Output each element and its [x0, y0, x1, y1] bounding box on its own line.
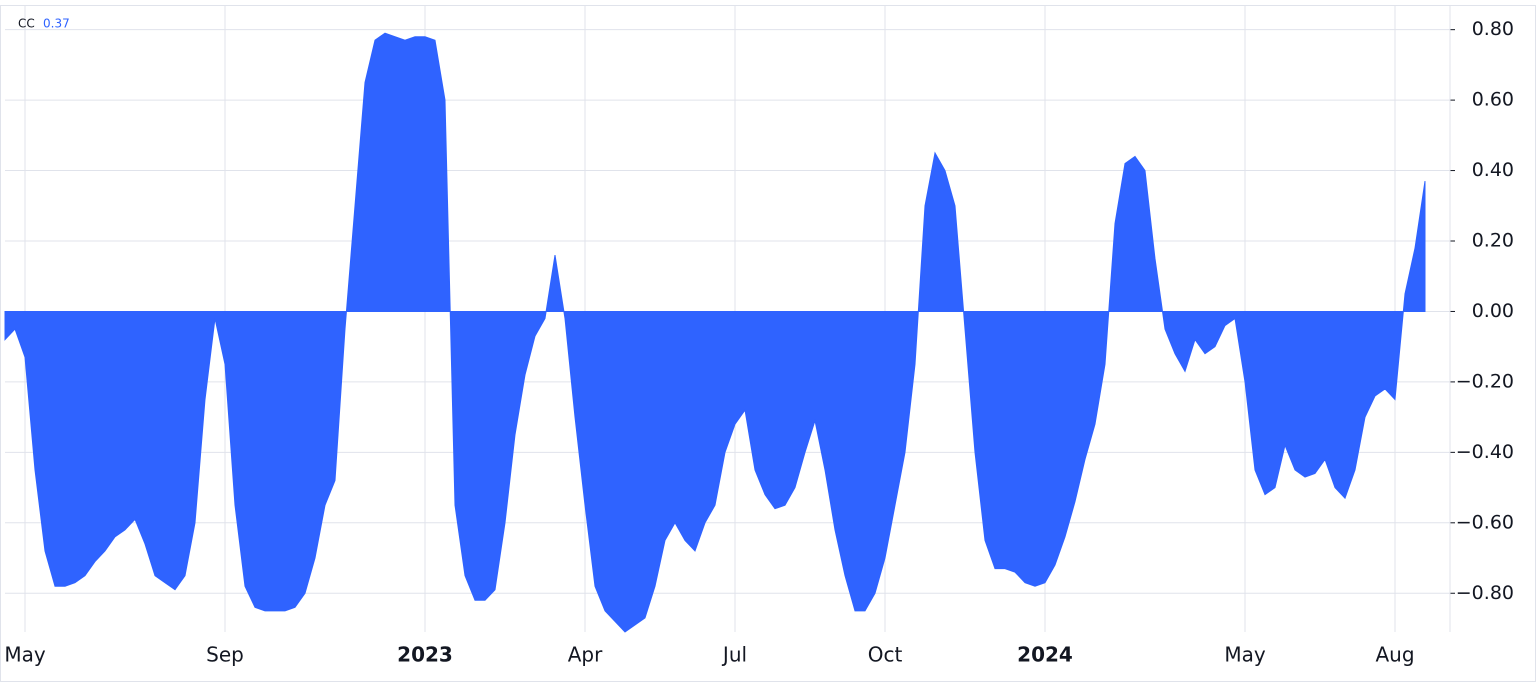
area: [4, 32, 1426, 633]
y-tick-label: 0.20: [1472, 230, 1514, 252]
x-tick-label: Apr: [568, 643, 603, 667]
y-tick-label: −0.60: [1456, 511, 1514, 533]
x-tick-label: Jul: [721, 643, 747, 667]
y-tick-label: 0.80: [1472, 18, 1514, 40]
x-tick-label: Aug: [1375, 643, 1414, 667]
y-tick-label: −0.40: [1456, 441, 1514, 463]
legend-name: CC: [18, 17, 35, 31]
x-tick-label: 2024: [1017, 643, 1073, 667]
y-tick-label: 0.00: [1472, 300, 1514, 322]
y-tick-label: −0.20: [1456, 370, 1514, 392]
y-tick-label: 0.60: [1472, 89, 1514, 111]
x-tick-label: May: [1224, 643, 1266, 667]
axes: −0.80 −0.60 −0.40 −0.20 0.00 0.20 0.40 0.60 0.80…: [4, 5, 1514, 667]
plot: [4, 32, 1426, 633]
y-tick-label: −0.80: [1456, 582, 1514, 604]
legend-value: 0.37: [43, 17, 70, 31]
x-tick-label: Oct: [868, 643, 903, 667]
y-tick-label: 0.40: [1472, 159, 1514, 181]
x-tick-label: 2023: [397, 643, 453, 667]
x-tick-label: May: [4, 643, 46, 667]
x-tick-label: Sep: [206, 643, 244, 667]
